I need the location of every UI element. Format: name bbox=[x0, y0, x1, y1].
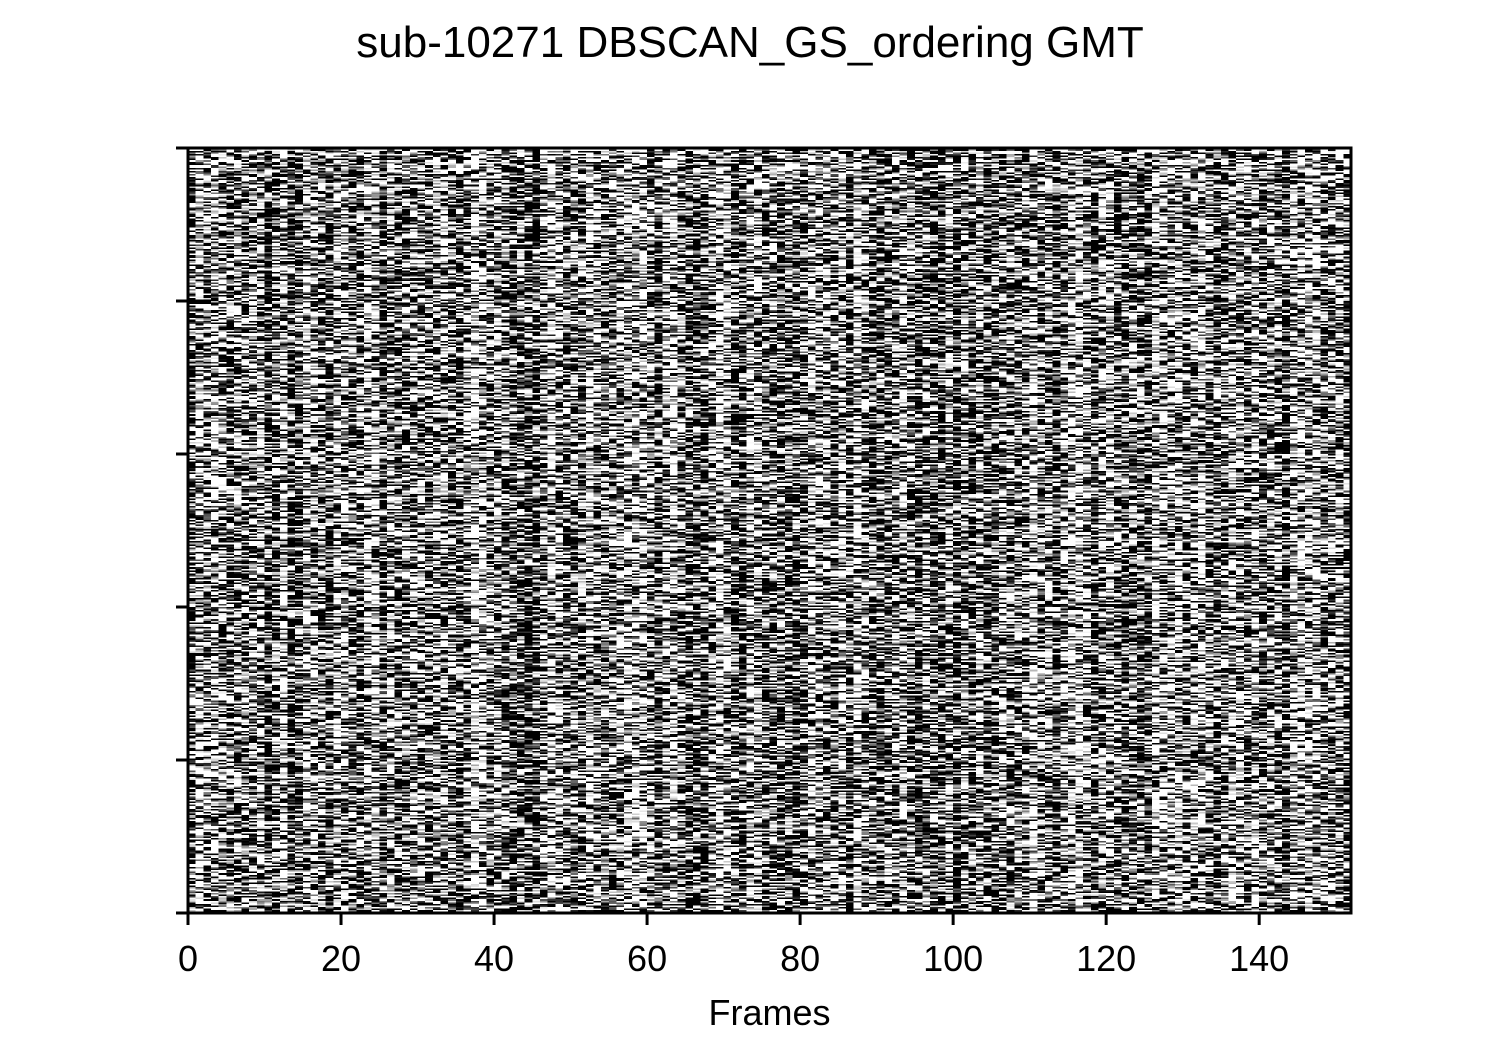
heatmap-image bbox=[188, 148, 1351, 913]
x-tick-label: 140 bbox=[1229, 938, 1289, 979]
x-tick-label: 40 bbox=[474, 938, 514, 979]
x-tick-label: 60 bbox=[627, 938, 667, 979]
x-tick-label: 120 bbox=[1076, 938, 1136, 979]
y-axis bbox=[176, 148, 188, 913]
heatmap-area bbox=[188, 148, 1351, 913]
chart-title: sub-10271 DBSCAN_GS_ordering GMT bbox=[356, 18, 1143, 67]
x-axis-label: Frames bbox=[708, 992, 830, 1033]
x-tick-label: 100 bbox=[923, 938, 983, 979]
x-tick-label: 20 bbox=[321, 938, 361, 979]
x-axis: 0 20 40 60 80 100 120 140 bbox=[178, 913, 1289, 979]
x-tick-label: 0 bbox=[178, 938, 198, 979]
x-tick-label: 80 bbox=[780, 938, 820, 979]
